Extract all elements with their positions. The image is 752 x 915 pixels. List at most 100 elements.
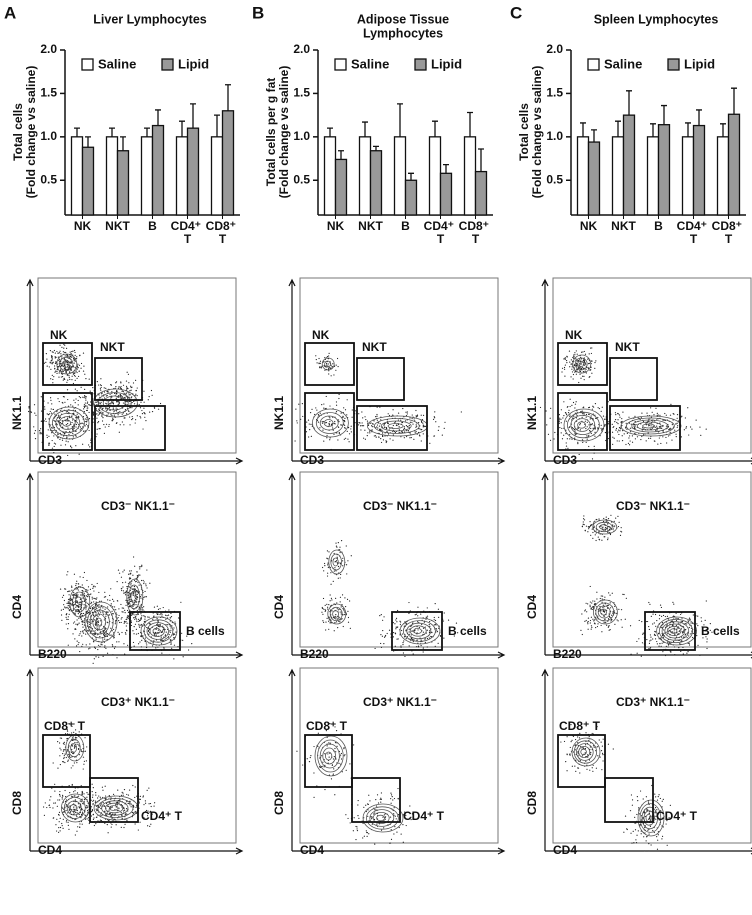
event-dot (68, 619, 69, 620)
event-dot (309, 761, 310, 762)
bar (441, 173, 452, 215)
error-bar (338, 151, 344, 160)
event-dot (88, 586, 89, 587)
event-dot (587, 426, 588, 427)
event-dot (72, 633, 73, 634)
event-dot (603, 518, 604, 519)
event-dot (700, 435, 701, 436)
event-dot (59, 812, 60, 813)
event-dot (367, 836, 368, 837)
event-dot (580, 423, 581, 424)
event-dot (377, 794, 378, 795)
event-dot (118, 395, 119, 396)
event-dot (581, 368, 582, 369)
event-dot (49, 366, 50, 367)
event-dot (74, 762, 75, 763)
event-dot (114, 606, 115, 607)
event-dot (370, 422, 371, 423)
event-dot (82, 590, 83, 591)
event-dot (421, 421, 422, 422)
event-dot (78, 367, 79, 368)
event-dot (75, 417, 76, 418)
event-dot (82, 631, 83, 632)
event-dot (355, 839, 356, 840)
event-dot (59, 345, 60, 346)
event-dot (52, 382, 53, 383)
event-dot (395, 628, 396, 629)
event-dot (334, 421, 335, 422)
event-dot (586, 620, 587, 621)
event-dot (328, 369, 329, 370)
event-dot (649, 425, 650, 426)
event-dot (81, 423, 82, 424)
event-dot (401, 833, 402, 834)
event-dot (415, 427, 416, 428)
event-dot (673, 604, 674, 605)
event-dot (341, 412, 342, 413)
event-dot (394, 807, 395, 808)
event-dot (92, 588, 93, 589)
event-dot (90, 603, 91, 604)
event-dot (625, 444, 626, 445)
event-dot (587, 603, 588, 604)
error-bar (432, 121, 438, 137)
event-dot (663, 615, 664, 616)
event-dot (103, 802, 104, 803)
event-dot (336, 546, 337, 547)
event-dot (584, 351, 585, 352)
event-dot (145, 637, 146, 638)
event-dot (93, 814, 94, 815)
event-dot (571, 359, 572, 360)
event-dot (120, 604, 121, 605)
event-dot (573, 428, 574, 429)
event-dot (388, 413, 389, 414)
event-dot (131, 622, 132, 623)
event-dot (75, 376, 76, 377)
y-axis-label: NK1.1 (10, 396, 24, 430)
event-dot (344, 421, 345, 422)
event-dot (306, 431, 307, 432)
event-dot (124, 610, 125, 611)
event-dot (66, 607, 67, 608)
event-dot (675, 638, 676, 639)
event-dot (318, 422, 319, 423)
event-dot (150, 803, 151, 804)
event-dot (84, 814, 85, 815)
event-dot (295, 409, 296, 410)
event-dot (325, 610, 326, 611)
event-dot (70, 352, 71, 353)
event-dot (103, 614, 104, 615)
event-dot (80, 615, 81, 616)
event-dot (427, 607, 428, 608)
event-dot (126, 808, 127, 809)
event-dot (325, 422, 326, 423)
event-dot (67, 571, 68, 572)
event-dot (143, 391, 144, 392)
event-dot (118, 617, 119, 618)
event-dot (76, 595, 77, 596)
event-dot (96, 413, 97, 414)
event-dot (625, 619, 626, 620)
event-dot (411, 634, 412, 635)
event-dot (84, 404, 85, 405)
event-dot (68, 825, 69, 826)
event-dot (135, 422, 136, 423)
event-dot (81, 792, 82, 793)
event-dot (618, 526, 619, 527)
event-dot (84, 598, 85, 599)
event-dot (590, 601, 591, 602)
event-dot (393, 622, 394, 623)
event-dot (53, 762, 54, 763)
event-dot (677, 423, 678, 424)
event-dot (400, 624, 401, 625)
event-dot (76, 370, 77, 371)
event-dot (106, 633, 107, 634)
event-dot (72, 433, 73, 434)
event-dot (344, 597, 345, 598)
event-dot (142, 413, 143, 414)
event-dot (104, 798, 105, 799)
event-dot (59, 351, 60, 352)
event-dot (84, 389, 85, 390)
event-dot (84, 374, 85, 375)
event-dot (398, 413, 399, 414)
